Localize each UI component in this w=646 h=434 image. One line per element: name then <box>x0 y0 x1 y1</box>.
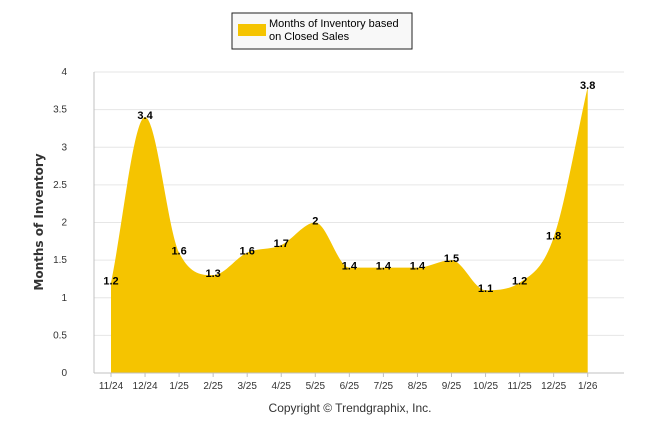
x-tick-label: 12/25 <box>541 381 566 392</box>
data-label: 1.7 <box>274 238 289 250</box>
legend-label-line1: Months of Inventory based <box>269 18 399 30</box>
y-tick-label: 3.5 <box>53 105 67 116</box>
data-label: 1.4 <box>376 261 392 273</box>
series-area <box>111 87 588 374</box>
y-tick-label: 1 <box>61 293 67 304</box>
data-label: 1.3 <box>206 268 221 280</box>
axes <box>93 72 624 374</box>
legend: Months of Inventory based on Closed Sale… <box>231 12 413 50</box>
x-tick-label: 4/25 <box>272 381 292 392</box>
x-tick-label: 10/25 <box>473 381 498 392</box>
data-label: 1.1 <box>478 283 493 295</box>
y-tick-label: 0 <box>61 368 67 379</box>
x-tick-label: 1/26 <box>578 381 598 392</box>
x-tick-label: 6/25 <box>340 381 360 392</box>
x-tick-label: 5/25 <box>306 381 326 392</box>
y-tick-label: 4 <box>61 67 67 78</box>
x-axis-ticks: 11/24 12/24 1/25 2/25 3/25 4/25 5/25 6/25 7/25 8/… <box>99 373 598 392</box>
legend-swatch <box>238 24 266 36</box>
data-label: 3.4 <box>137 110 153 122</box>
data-label: 1.4 <box>410 261 426 273</box>
data-labels: 1.2 3.4 1.6 1.3 1.6 1.7 2 1.4 1.4 1.4 1.5 1.1 1.2 1.8… <box>103 80 595 295</box>
y-axis-title: Months of Inventory <box>32 153 46 290</box>
x-tick-label: 11/25 <box>507 381 532 392</box>
data-label: 1.6 <box>240 246 255 258</box>
x-tick-label: 1/25 <box>169 381 189 392</box>
y-tick-label: 2 <box>61 218 67 229</box>
y-tick-label: 1.5 <box>53 255 67 266</box>
data-label: 3.8 <box>580 80 595 92</box>
copyright-text: Copyright © Trendgraphix, Inc. <box>269 401 432 415</box>
x-tick-label: 9/25 <box>442 381 462 392</box>
y-tick-label: 3 <box>61 142 67 153</box>
x-tick-label: 11/24 <box>99 381 124 392</box>
legend-label-line2: on Closed Sales <box>269 31 350 43</box>
y-tick-label: 0.5 <box>53 330 67 341</box>
data-label: 2 <box>312 216 318 228</box>
x-tick-label: 12/24 <box>133 381 158 392</box>
data-label: 1.4 <box>342 261 358 273</box>
data-label: 1.6 <box>171 246 186 258</box>
x-tick-label: 3/25 <box>237 381 257 392</box>
data-label: 1.8 <box>546 231 561 243</box>
x-tick-label: 2/25 <box>203 381 223 392</box>
x-tick-label: 8/25 <box>408 381 428 392</box>
x-tick-label: 7/25 <box>374 381 394 392</box>
y-tick-label: 2.5 <box>53 180 67 191</box>
data-label: 1.2 <box>103 276 118 288</box>
plot-area <box>111 87 588 374</box>
y-axis-ticks: 0 0.5 1 1.5 2 2.5 3 3.5 4 <box>53 67 67 379</box>
data-label: 1.5 <box>444 253 459 265</box>
data-label: 1.2 <box>512 276 527 288</box>
